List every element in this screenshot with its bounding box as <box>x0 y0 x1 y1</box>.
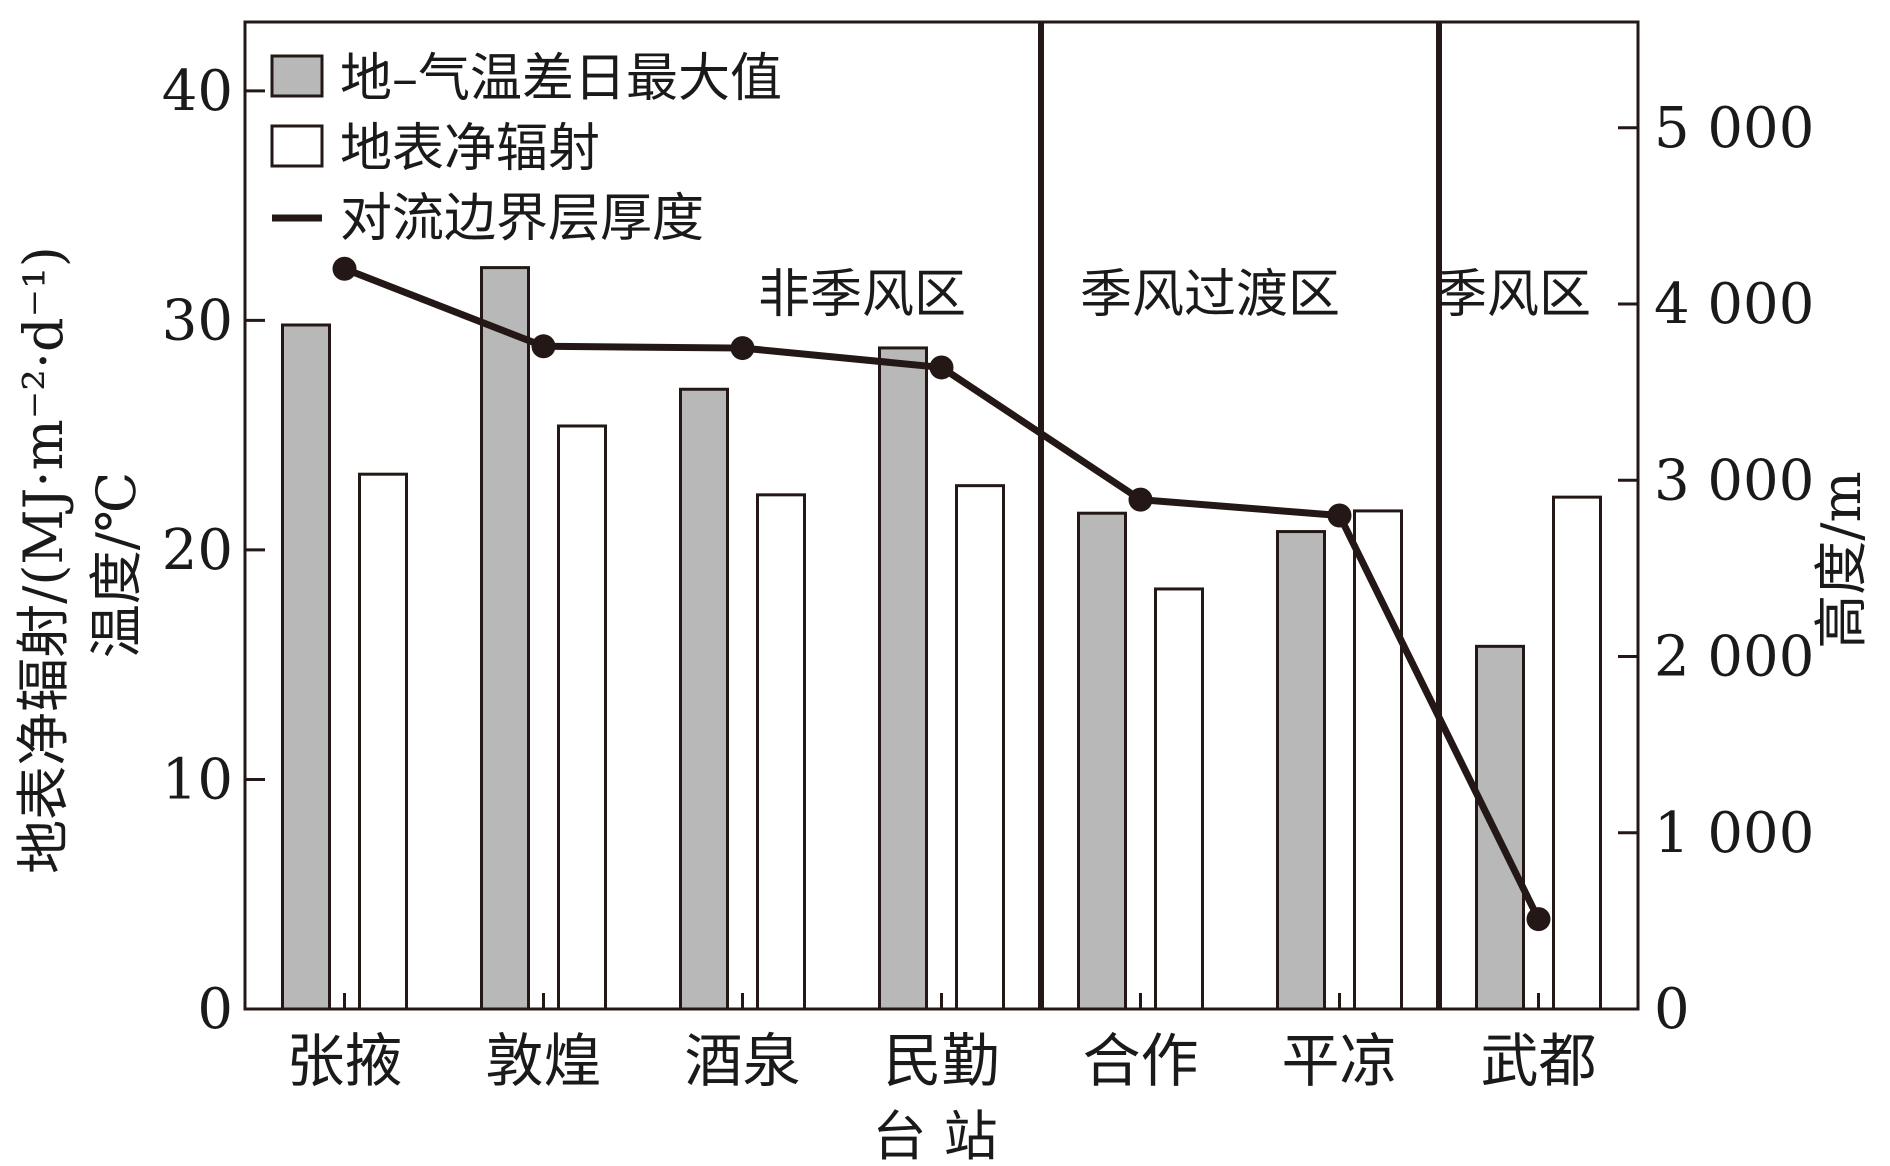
bar-net-radiation-4 <box>1154 587 1204 1011</box>
x-tick-label-3: 民勤 <box>883 1027 999 1095</box>
right-tick-label-2: 2 000 <box>1654 625 1814 690</box>
boundary-layer-point-0 <box>332 256 357 281</box>
left-axis-title-line2: 温度/℃ <box>85 472 148 659</box>
boundary-layer-point-4 <box>1128 487 1153 512</box>
bar-temp-diff-0 <box>281 323 331 1011</box>
x-tick-label-2: 酒泉 <box>684 1027 800 1095</box>
left-tick-label-4: 40 <box>162 59 233 124</box>
left-axis-title-line1: 地表净辐射/(MJ·m⁻²·d⁻¹) <box>12 246 75 874</box>
right-tick-label-3: 3 000 <box>1654 448 1814 513</box>
boundary-layer-point-3 <box>929 355 954 380</box>
bar-net-radiation-2 <box>756 493 806 1011</box>
legend-label-0: 地–气温差日最大值 <box>340 49 782 109</box>
right-axis-title: 高度/m <box>1810 471 1873 648</box>
x-tick-label-4: 合作 <box>1082 1027 1198 1095</box>
bar-temp-diff-5 <box>1276 530 1326 1011</box>
axis-labels: 台 站 地表净辐射/(MJ·m⁻²·d⁻¹) 温度/℃ 高度/m <box>12 246 1873 1166</box>
x-axis-title: 台 站 <box>872 1105 997 1166</box>
bar-temp-diff-3 <box>878 346 928 1011</box>
bar-net-radiation-5 <box>1353 509 1403 1011</box>
legend-swatch-1 <box>270 124 324 168</box>
legend-label-1: 地表净辐射 <box>340 119 600 179</box>
boundary-layer-point-1 <box>531 334 556 359</box>
region-label-2: 季风区 <box>1435 265 1591 325</box>
left-tick-label-0: 0 <box>197 977 233 1042</box>
bar-net-radiation-6 <box>1552 495 1602 1011</box>
bar-net-radiation-3 <box>955 484 1005 1011</box>
boundary-layer-point-2 <box>730 336 755 361</box>
x-tick-label-0: 张掖 <box>286 1027 402 1095</box>
left-tick-label-2: 20 <box>162 518 233 583</box>
bar-temp-diff-4 <box>1077 511 1127 1011</box>
right-tick-label-1: 1 000 <box>1654 801 1814 866</box>
boundary-layer-point-5 <box>1327 503 1352 528</box>
region-label-1: 季风过渡区 <box>1080 265 1340 325</box>
axes: 0 10 20 30 40 0 1 000 2 000 3 000 4 000 5 000 张掖 敦煌 酒… <box>162 59 1815 1095</box>
x-tick-label-1: 敦煌 <box>485 1027 601 1095</box>
left-tick-label-1: 10 <box>162 747 233 812</box>
bars <box>281 266 1602 1011</box>
bar-temp-diff-1 <box>480 266 530 1011</box>
bar-net-radiation-0 <box>358 472 408 1011</box>
bar-temp-diff-2 <box>679 387 729 1011</box>
bar-temp-diff-6 <box>1475 644 1525 1011</box>
left-tick-label-3: 30 <box>162 288 233 353</box>
right-tick-label-4: 4 000 <box>1654 272 1814 337</box>
boundary-layer-line <box>332 256 1551 932</box>
region-label-0: 非季风区 <box>758 265 966 325</box>
region-dividers <box>1038 22 1442 1009</box>
boundary-layer-point-6 <box>1526 907 1551 932</box>
region-labels: 非季风区 季风过渡区 季风区 <box>758 265 1591 325</box>
right-tick-label-5: 5 000 <box>1654 96 1814 161</box>
legend-swatch-0 <box>270 54 324 98</box>
bar-net-radiation-1 <box>557 424 607 1011</box>
legend-label-2: 对流边界层厚度 <box>340 189 704 249</box>
x-tick-label-6: 武都 <box>1480 1027 1596 1095</box>
x-tick-label-5: 平凉 <box>1281 1027 1397 1095</box>
right-tick-label-0: 0 <box>1654 977 1690 1042</box>
